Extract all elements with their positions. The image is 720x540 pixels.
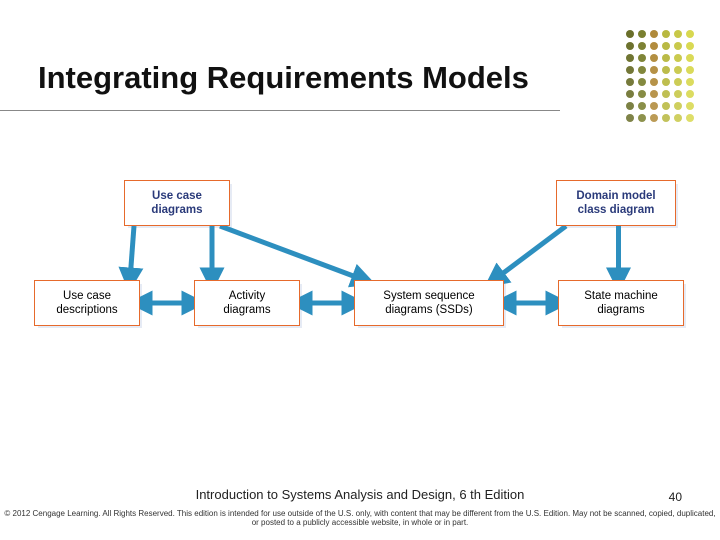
footer-copyright: © 2012 Cengage Learning. All Rights Rese… (0, 509, 720, 528)
decorative-dots (626, 30, 696, 124)
node-activity: Activitydiagrams (194, 280, 300, 326)
node-label: System sequencediagrams (SSDs) (383, 289, 474, 318)
arrow-use_case_diagrams-use_case_desc (130, 226, 134, 280)
node-label: Use casedescriptions (56, 289, 117, 318)
arrow-use_case_diagrams-ssd (220, 226, 364, 280)
page-number: 40 (669, 490, 682, 504)
node-use-case-desc: Use casedescriptions (34, 280, 140, 326)
title-underline (0, 110, 560, 111)
node-label: Activitydiagrams (223, 289, 270, 318)
node-label: Domain modelclass diagram (576, 189, 655, 218)
footer-book-title: Introduction to Systems Analysis and Des… (0, 487, 720, 502)
node-ssd: System sequencediagrams (SSDs) (354, 280, 504, 326)
node-label: Use casediagrams (151, 189, 202, 218)
node-state-machine: State machinediagrams (558, 280, 684, 326)
page-title: Integrating Requirements Models (38, 60, 529, 96)
arrow-domain_class-ssd (494, 226, 566, 280)
node-label: State machinediagrams (584, 289, 658, 318)
diagram-area: Use casediagrams Domain modelclass diagra… (0, 170, 720, 420)
node-domain-class: Domain modelclass diagram (556, 180, 676, 226)
node-use-case-diagrams: Use casediagrams (124, 180, 230, 226)
